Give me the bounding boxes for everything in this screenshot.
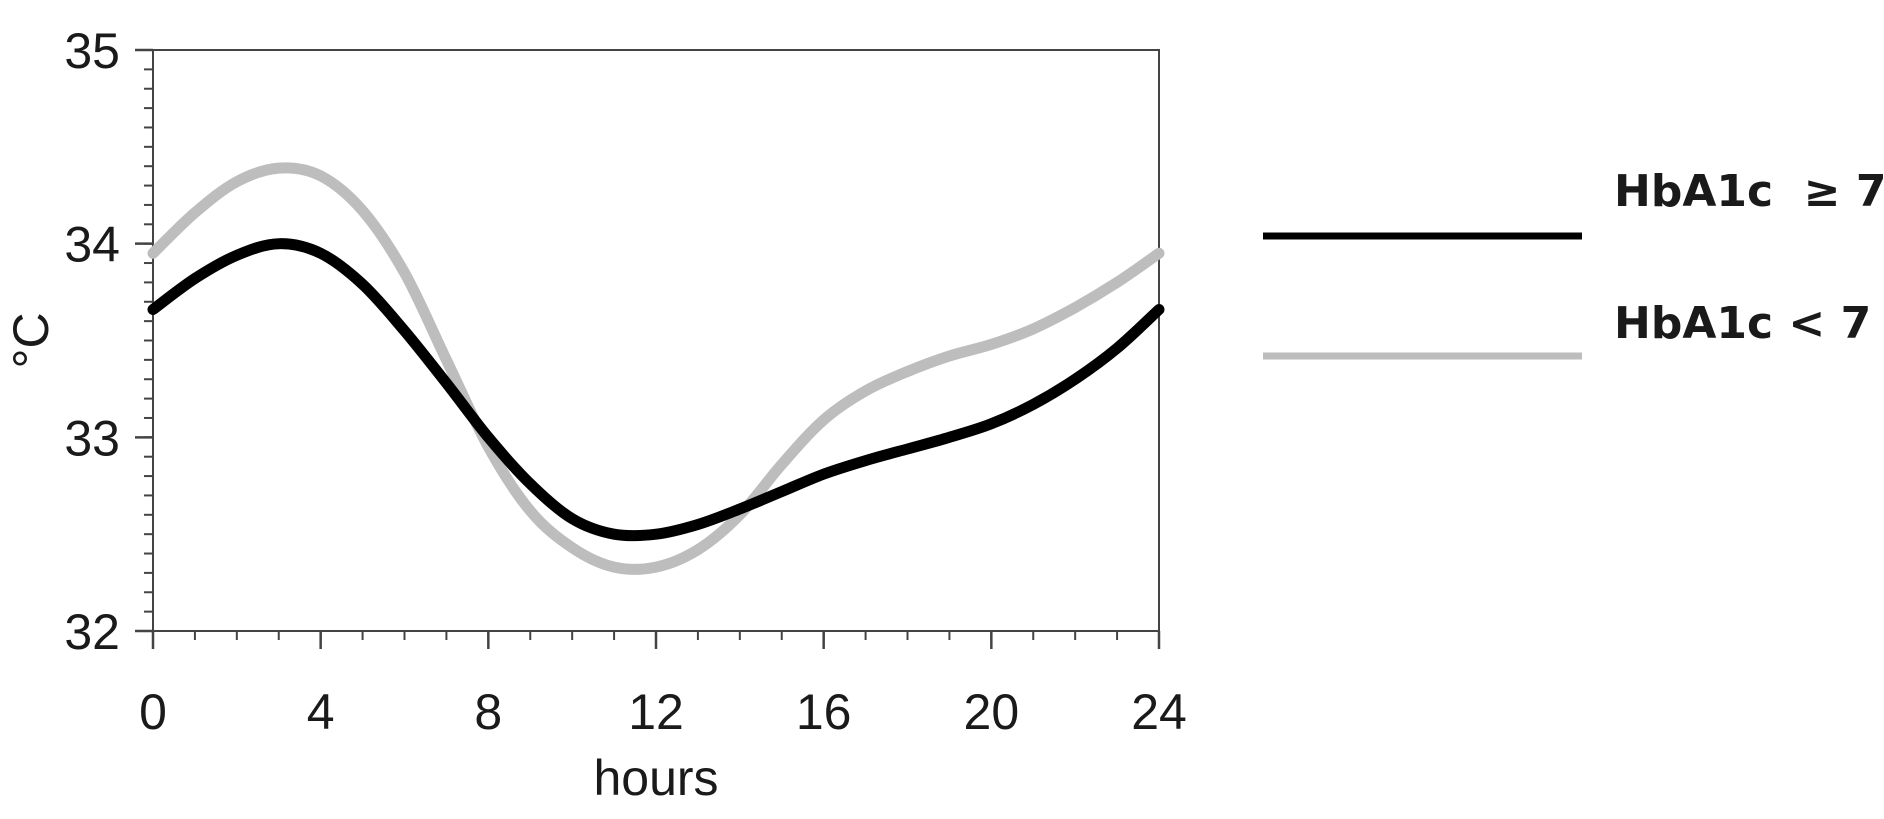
x-tick-label: 24 <box>1131 684 1187 740</box>
x-tick-label: 8 <box>474 684 502 740</box>
y-tick-label: 33 <box>64 410 120 466</box>
legend: HbA1c ≥ 7 HbA1c < 7 <box>1263 166 1884 360</box>
y-tick-label: 34 <box>64 217 120 273</box>
series-line-2 <box>147 162 1165 575</box>
y-tick-label: 35 <box>64 23 120 79</box>
series-line-1 <box>147 238 1165 542</box>
x-axis-label: hours <box>593 750 718 806</box>
x-tick-label: 20 <box>964 684 1020 740</box>
legend-label-2: HbA1c < 7 <box>1614 298 1871 349</box>
x-tick-label: 16 <box>796 684 852 740</box>
x-tick-label: 0 <box>139 684 167 740</box>
x-tick-label: 4 <box>307 684 335 740</box>
series-lines <box>147 162 1165 575</box>
tick-labels: 0 4 8 12 16 20 24 32 33 34 35 <box>64 23 1186 740</box>
y-axis-label: °C <box>3 312 59 368</box>
x-tick-label: 12 <box>628 684 684 740</box>
major-ticks <box>135 48 1161 649</box>
y-tick-label: 32 <box>64 604 120 660</box>
legend-label-1: HbA1c ≥ 7 <box>1614 166 1884 217</box>
